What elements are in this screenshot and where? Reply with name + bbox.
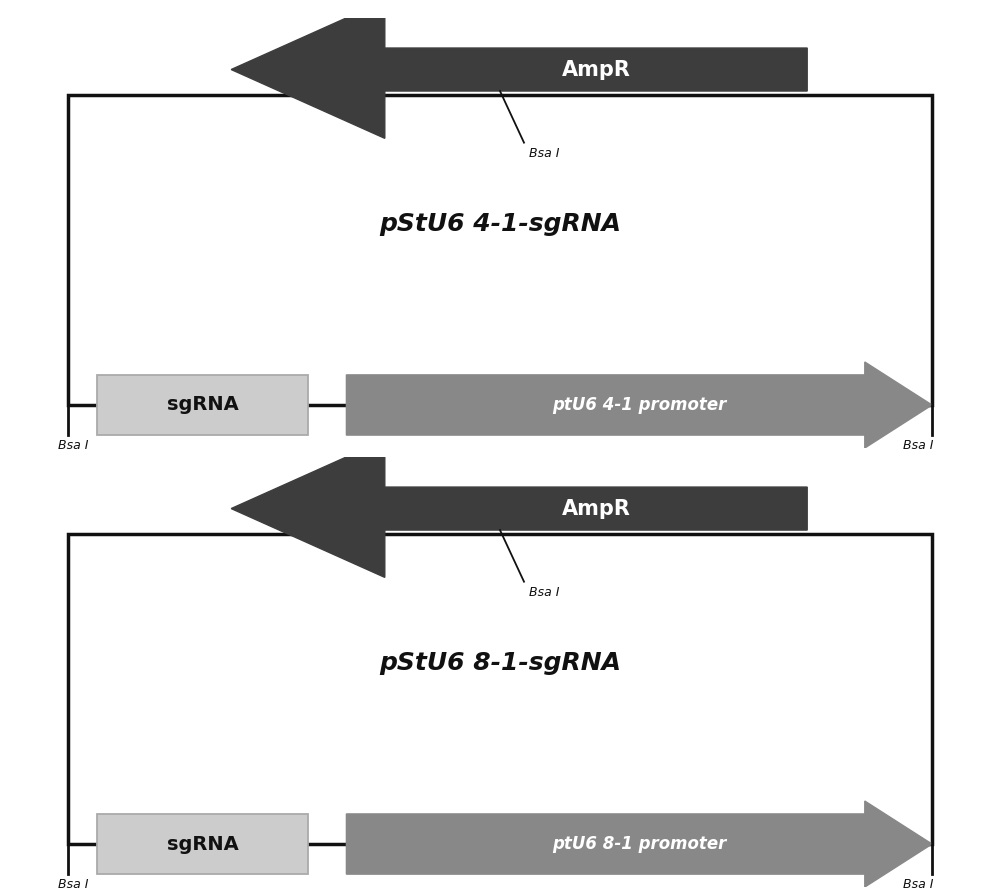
Text: Bsa I: Bsa I <box>58 878 89 892</box>
Text: Bsa I: Bsa I <box>903 439 934 452</box>
Bar <box>97 814 308 874</box>
Polygon shape <box>231 440 807 577</box>
Text: Bsa I: Bsa I <box>58 439 89 452</box>
Text: ptU6 4-1 promoter: ptU6 4-1 promoter <box>552 396 726 414</box>
Bar <box>97 375 308 435</box>
Text: sgRNA: sgRNA <box>167 834 238 854</box>
Text: pStU6 4-1-sgRNA: pStU6 4-1-sgRNA <box>379 212 621 237</box>
Text: AmpR: AmpR <box>562 59 630 80</box>
Text: pStU6 8-1-sgRNA: pStU6 8-1-sgRNA <box>379 651 621 676</box>
Polygon shape <box>346 801 932 887</box>
Text: Bsa I: Bsa I <box>529 586 559 599</box>
Bar <box>68 534 932 844</box>
Text: AmpR: AmpR <box>562 498 630 519</box>
Text: ptU6 8-1 promoter: ptU6 8-1 promoter <box>552 835 726 853</box>
Bar <box>68 95 932 405</box>
Text: Bsa I: Bsa I <box>529 147 559 160</box>
Polygon shape <box>346 362 932 448</box>
Text: sgRNA: sgRNA <box>167 395 238 415</box>
Polygon shape <box>231 1 807 138</box>
Text: Bsa I: Bsa I <box>903 878 934 892</box>
